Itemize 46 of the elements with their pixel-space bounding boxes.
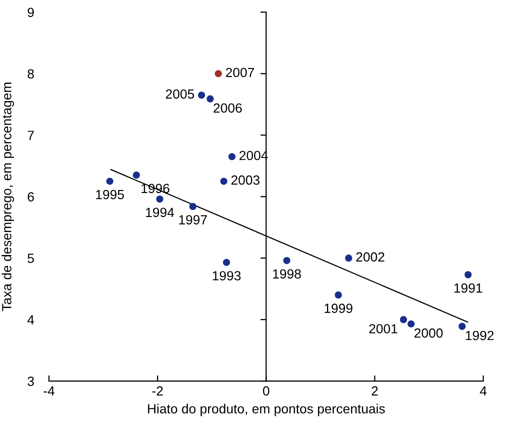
annotation: 2000 xyxy=(414,328,443,338)
annotation: 1991 xyxy=(454,283,482,293)
point xyxy=(198,92,206,99)
x-tick-label: -4 xyxy=(44,386,54,396)
y-tick-label: 3 xyxy=(28,376,34,386)
point xyxy=(228,153,236,160)
point xyxy=(189,202,196,210)
point xyxy=(345,254,352,262)
y-tick-label: 7 xyxy=(28,130,34,140)
annotation: 1995 xyxy=(96,190,124,200)
point xyxy=(458,322,466,330)
annotation: 1997 xyxy=(179,215,207,224)
point xyxy=(222,258,230,266)
y-tick-label: 6 xyxy=(28,192,34,202)
annotation: 2002 xyxy=(356,252,384,262)
y-tick-label: 5 xyxy=(28,254,34,263)
point xyxy=(220,178,228,185)
point xyxy=(400,316,408,324)
annotation: 1998 xyxy=(273,269,301,279)
y-tick-label: 8 xyxy=(28,69,34,79)
annotation: 2003 xyxy=(231,175,260,185)
point xyxy=(214,70,222,78)
x-tick-label: -2 xyxy=(152,386,163,396)
annotation: 2007 xyxy=(226,68,254,78)
x-tick-label: 4 xyxy=(480,386,487,396)
y-axis-title: Taxa de desemprego, em percentagem xyxy=(2,82,14,312)
x-tick-label: 0 xyxy=(262,386,270,396)
point xyxy=(106,178,114,185)
point xyxy=(334,291,342,299)
annotation: 1993 xyxy=(212,271,241,280)
annotation: 2005 xyxy=(166,89,194,99)
y-tick-label: 4 xyxy=(27,315,34,324)
annotation: 1992 xyxy=(466,330,494,340)
x-axis-title: Hiato do produto, em pontos percentuais xyxy=(148,404,385,416)
point xyxy=(464,271,472,278)
annotation: 1999 xyxy=(324,304,352,313)
annotation: 2001 xyxy=(369,324,398,334)
point xyxy=(132,172,140,179)
annotation: 1994 xyxy=(146,208,174,218)
x-tick-label: 2 xyxy=(372,386,378,396)
point xyxy=(206,95,214,102)
annotation: 2006 xyxy=(214,103,242,113)
y-tick-label: 9 xyxy=(28,8,34,18)
point xyxy=(156,196,164,203)
point xyxy=(408,320,415,328)
point xyxy=(283,257,290,264)
